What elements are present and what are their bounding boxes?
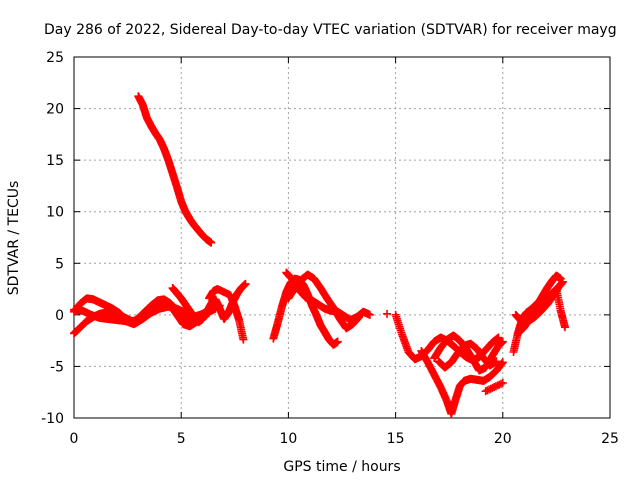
y-tick-label: 5	[55, 256, 64, 272]
data-point	[241, 279, 250, 288]
y-tick-label: -5	[50, 359, 64, 375]
series-early-cluster	[168, 279, 250, 327]
axis-tick-labels: 0 5 10 15 20 25 -10 -5 0 5 10 15 20 25	[41, 50, 619, 447]
y-tick-label: 25	[46, 50, 64, 66]
series-high-arc	[134, 92, 216, 247]
data-point	[481, 387, 490, 396]
x-axis-label: GPS time / hours	[283, 459, 400, 475]
y-axis-label: SDTVAR / TECUs	[6, 181, 22, 296]
y-tick-label: -10	[41, 411, 64, 427]
data-point	[498, 337, 507, 346]
data-point	[333, 337, 342, 346]
data-point	[560, 323, 569, 332]
y-tick-label: 0	[55, 308, 64, 324]
x-tick-label: 5	[177, 431, 186, 447]
data-point	[494, 333, 503, 342]
x-tick-label: 20	[494, 431, 512, 447]
axis-ticks	[73, 56, 611, 419]
y-tick-label: 20	[46, 102, 64, 118]
data-point	[558, 277, 567, 286]
data-point	[239, 335, 248, 344]
data-point	[207, 238, 216, 247]
data-point	[492, 357, 501, 366]
x-tick-label: 15	[387, 431, 405, 447]
data-point	[383, 309, 392, 318]
grid	[74, 57, 610, 418]
series-late-dip-b	[417, 346, 507, 418]
data-points	[70, 92, 569, 418]
y-tick-label: 10	[46, 205, 64, 221]
data-point	[365, 310, 374, 319]
series-late-dip-d	[434, 339, 501, 372]
data-point	[483, 386, 492, 395]
series-mid-hump-c	[284, 270, 364, 333]
chart-title: Day 286 of 2022, Sidereal Day-to-day VTE…	[44, 22, 617, 38]
data-point	[355, 312, 364, 321]
plot-frame	[73, 56, 611, 419]
series-late-isolated	[383, 309, 507, 396]
x-tick-label: 0	[70, 431, 79, 447]
x-tick-label: 10	[279, 431, 297, 447]
data-point	[498, 358, 507, 367]
series-early-spikes	[205, 285, 248, 344]
x-tick-label: 25	[601, 431, 619, 447]
y-tick-label: 15	[46, 153, 64, 169]
series-end-rise-c	[513, 285, 569, 338]
